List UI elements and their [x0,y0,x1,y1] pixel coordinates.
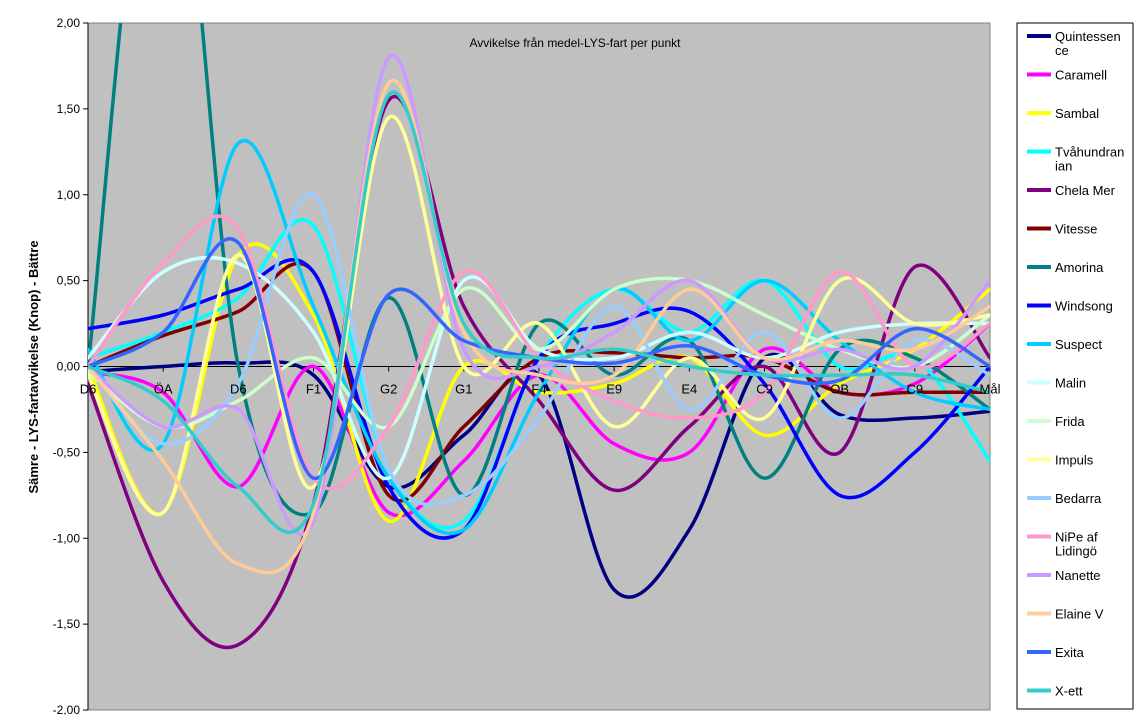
legend-label: Caramell [1055,68,1107,83]
legend-label: Chela Mer [1055,183,1116,198]
y-tick-label: 1,50 [57,102,81,116]
x-tick-label: E9 [606,382,622,397]
legend-label: Exita [1055,645,1085,660]
legend-label: Suspect [1055,337,1102,352]
x-tick-label: G1 [455,382,472,397]
series-line-14 [88,53,990,536]
legend-box [1016,22,1134,710]
legend-label: Impuls [1055,453,1094,468]
legend-label: Tvåhundran ian [1055,145,1124,174]
x-tick-label: ÖA [154,382,173,397]
x-tick-label: D6 [230,382,247,397]
legend-label: NiPe af Lidingö [1055,530,1098,559]
legend-label: Sambal [1055,106,1099,121]
y-tick-label: 2,00 [57,16,81,30]
series-line-17 [88,90,990,534]
series-line-4 [88,94,990,650]
series-line-0 [88,352,990,599]
series-line-12 [88,192,990,507]
y-tick-label: -1,50 [53,617,81,631]
series-line-5 [88,261,990,503]
y-tick-label: 1,00 [57,188,81,202]
y-tick-label: 0,00 [57,360,81,374]
x-tick-label: D6 [80,382,97,397]
x-tick-label: C9 [756,382,773,397]
y-tick-label: 0,50 [57,274,81,288]
x-tick-label: E4 [681,382,697,397]
y-tick-label: -0,50 [53,445,81,459]
series-line-16 [88,237,990,480]
x-tick-label: Mål [980,382,1001,397]
y-tick-label: -2,00 [53,703,81,715]
x-tick-label: G2 [380,382,397,397]
x-tick-label: OB [830,382,849,397]
legend-label: Windsong [1055,299,1113,314]
y-axis-label: Sämre - LYS-fartavvikelse (Knop) - Bättr… [26,240,41,493]
legend-label: Quintessen ce [1055,29,1121,58]
series-line-13 [88,214,990,491]
legend-label: X-ett [1055,684,1083,699]
legend-label: Amorina [1055,260,1104,275]
x-tick-label: F1 [306,382,321,397]
legend-label: Elaine V [1055,607,1104,622]
legend-label: Malin [1055,376,1086,391]
legend-label: Vitesse [1055,222,1097,237]
series-line-8 [88,138,990,536]
series-line-6 [88,23,990,517]
series-line-15 [88,78,990,575]
x-tick-label: C9 [907,382,924,397]
legend-label: Frida [1055,414,1085,429]
y-tick-label: -1,00 [53,531,81,545]
chart-title: Avvikelse från medel-LYS-fart per punkt [470,36,682,50]
legend-label: Bedarra [1055,491,1102,506]
legend-label: Nanette [1055,568,1101,583]
x-tick-label: F4 [531,382,546,397]
